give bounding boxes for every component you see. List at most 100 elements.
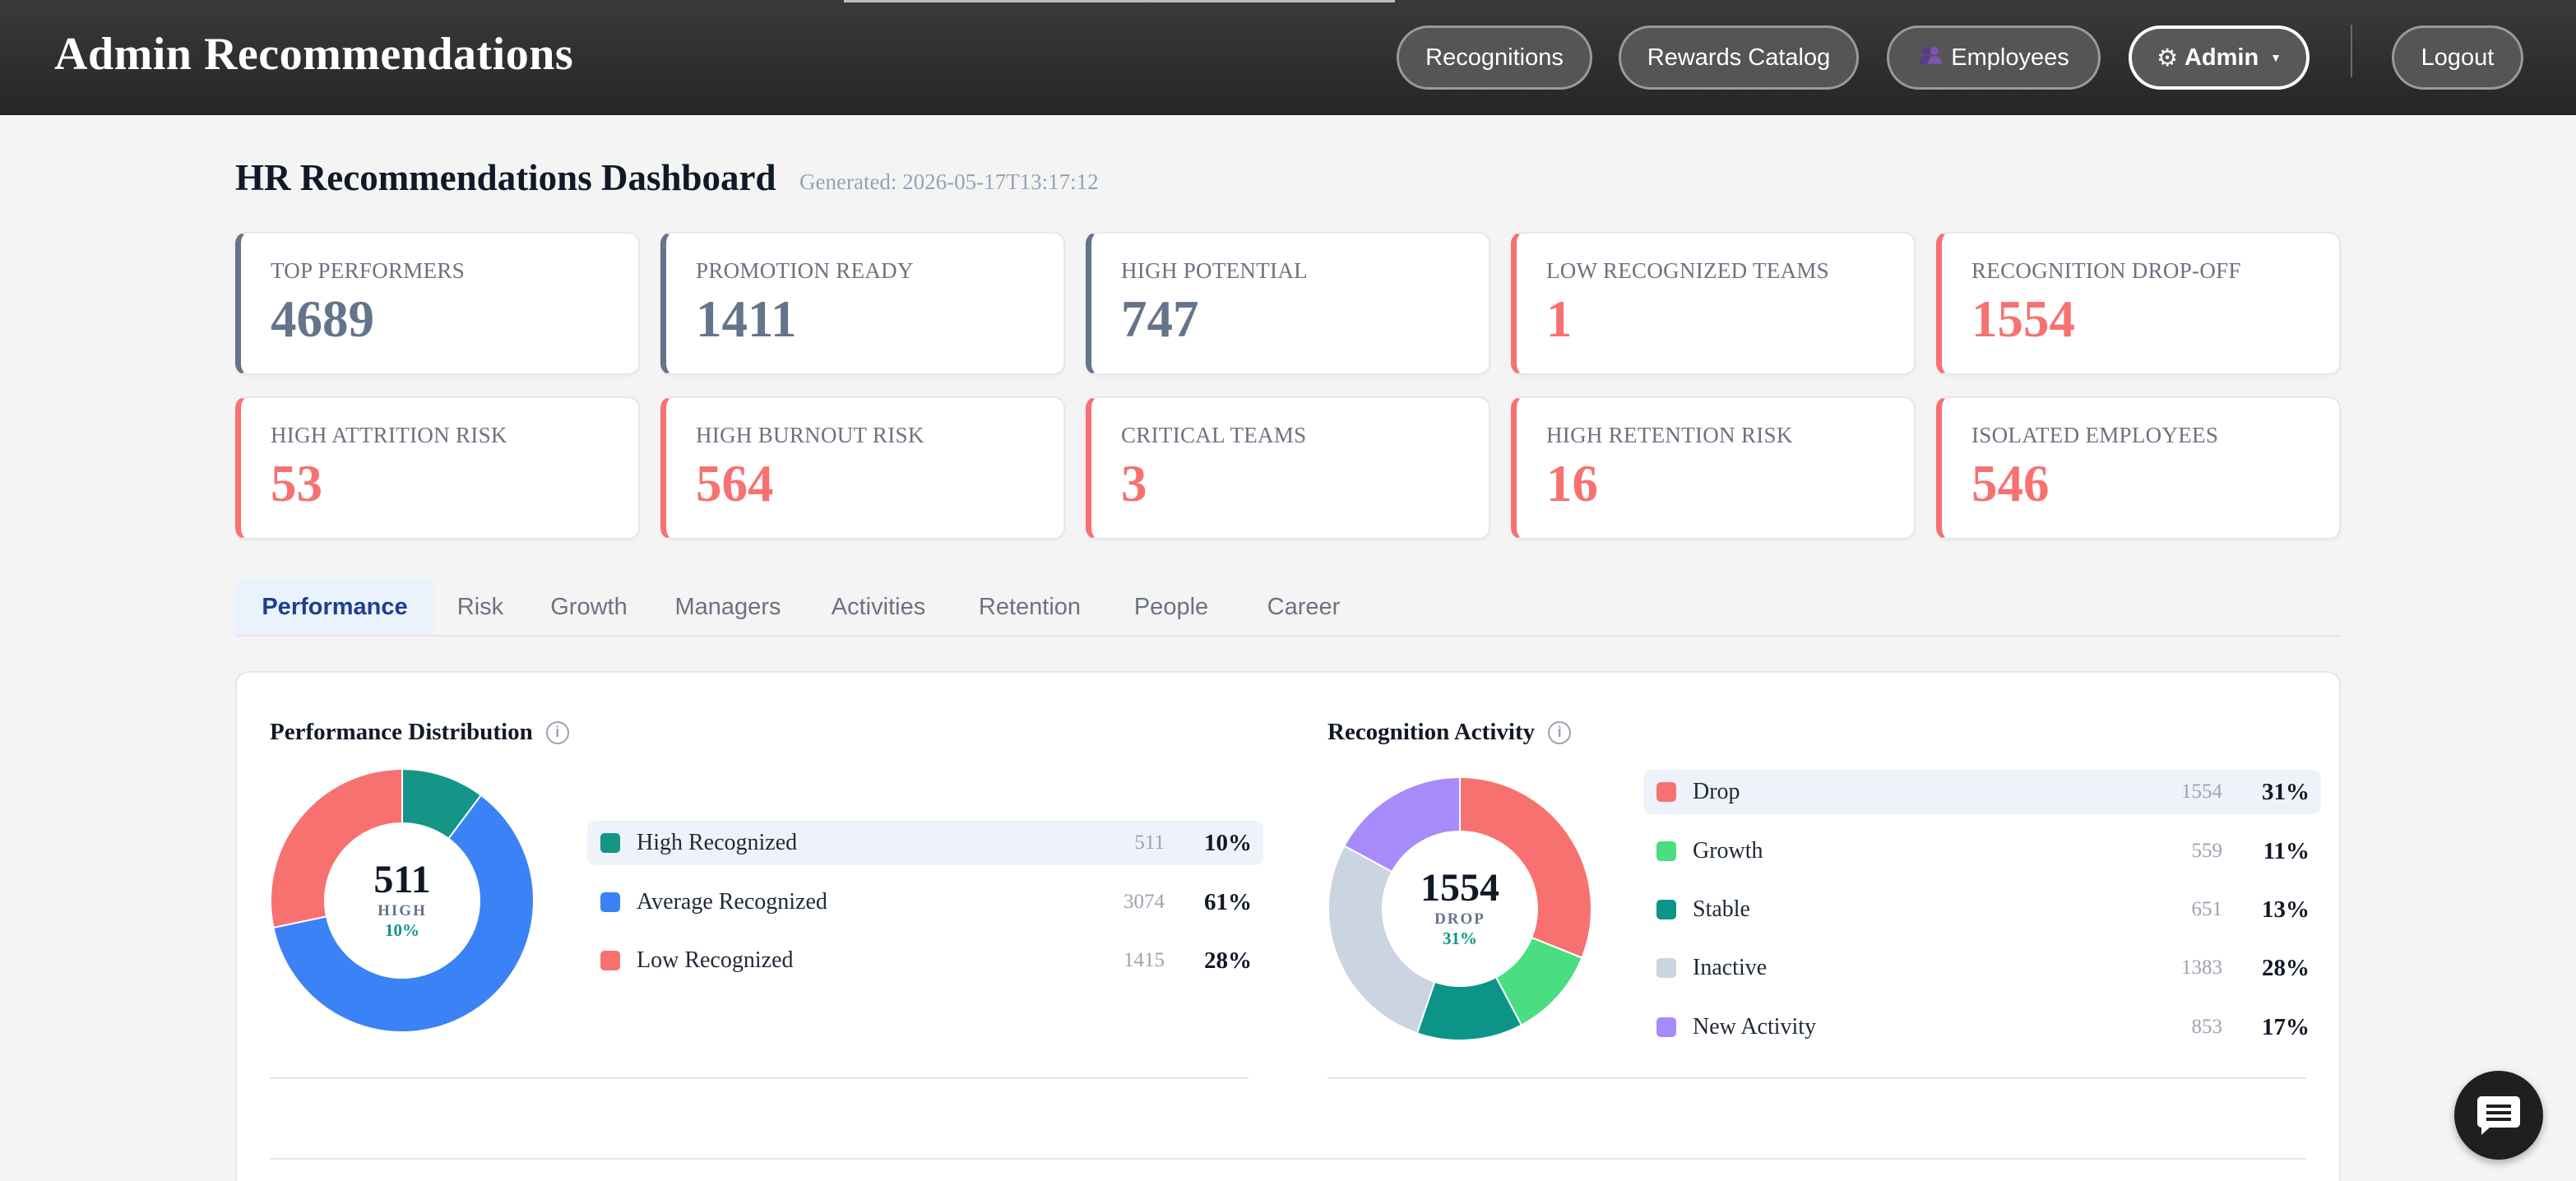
legend-row-inactive[interactable]: Inactive 1383 28%	[1643, 946, 2321, 990]
tab-activities[interactable]: Activities	[831, 593, 926, 620]
stat-label: CRITICAL TEAMS	[1121, 423, 1307, 447]
legend-count: 1415	[1124, 949, 1165, 971]
rewards-catalog-label: Rewards Catalog	[1647, 44, 1831, 71]
logout-button[interactable]: Logout	[2392, 25, 2523, 90]
legend-percent: 17%	[2262, 1013, 2310, 1040]
performance-panel: Performance Distribution i 511 HIGH 10% …	[235, 671, 2341, 1181]
legend-row-growth[interactable]: Growth 559 11%	[1643, 829, 2321, 873]
top-navbar: Admin Recommendations Recognitions Rewar…	[0, 0, 2576, 115]
legend-name: Average Recognized	[637, 889, 827, 915]
app-title: Admin Recommendations	[54, 29, 574, 80]
recognitions-label: Recognitions	[1425, 44, 1564, 71]
section-divider	[270, 1077, 1249, 1079]
legend-percent: 13%	[2262, 896, 2310, 923]
tab-risk[interactable]: Risk	[456, 593, 504, 620]
stat-card-isolated-employees[interactable]: ISOLATED EMPLOYEES 546	[1936, 396, 2341, 540]
stat-label: ISOLATED EMPLOYEES	[1971, 423, 2219, 447]
performance-slice-average-recognized[interactable]	[272, 794, 535, 1033]
stat-card-high-burnout-risk[interactable]: HIGH BURNOUT RISK 564	[660, 396, 1065, 540]
legend-name: New Activity	[1693, 1014, 1817, 1040]
legend-swatch	[600, 951, 620, 970]
stat-card-recognition-drop-off[interactable]: RECOGNITION DROP-OFF 1554	[1936, 232, 2341, 375]
stat-value: 4689	[271, 290, 374, 348]
legend-name: Low Recognized	[637, 947, 794, 973]
performance-slice-low-recognized[interactable]	[270, 768, 403, 929]
employees-button[interactable]: Employees	[1887, 25, 2101, 90]
legend-count: 1554	[2181, 780, 2222, 803]
legend-name: Drop	[1693, 779, 1740, 804]
legend-swatch	[600, 833, 620, 853]
rewards-catalog-button[interactable]: Rewards Catalog	[1619, 25, 1859, 90]
center-percent: 10%	[385, 919, 419, 940]
center-percent: 31%	[1443, 928, 1477, 948]
legend-swatch	[1656, 841, 1676, 861]
logout-label: Logout	[2421, 44, 2495, 71]
stat-card-promotion-ready[interactable]: PROMOTION READY 1411	[660, 232, 1065, 375]
legend-swatch	[1656, 958, 1676, 978]
tab-career[interactable]: Career	[1267, 593, 1341, 620]
legend-row-high-recognized[interactable]: High Recognized 511 10%	[587, 821, 1263, 865]
stat-card-high-retention-risk[interactable]: HIGH RETENTION RISK 16	[1511, 396, 1916, 540]
stat-card-high-potential[interactable]: HIGH POTENTIAL 747	[1086, 232, 1490, 375]
employees-label: Employees	[1951, 44, 2069, 71]
performance-donut-chart	[270, 768, 535, 1033]
generated-timestamp: Generated: 2026-05-17T13:17:12	[799, 169, 1099, 194]
recognition-donut-center: 1554 DROP 31%	[1374, 866, 1546, 949]
tab-managers[interactable]: Managers	[674, 593, 781, 620]
stat-value: 53	[271, 455, 322, 512]
section-divider	[270, 1158, 2306, 1160]
legend-count: 1383	[2181, 956, 2222, 979]
performance-distribution-label: Performance Distribution	[270, 719, 533, 745]
recognition-slice-inactive[interactable]	[1327, 845, 1436, 1035]
chat-button[interactable]	[2454, 1071, 2543, 1160]
center-value: 1554	[1420, 866, 1499, 910]
legend-percent: 61%	[1204, 888, 1252, 915]
legend-swatch	[1656, 1017, 1676, 1037]
stat-label: HIGH ATTRITION RISK	[271, 423, 507, 447]
stat-label: HIGH POTENTIAL	[1121, 258, 1308, 283]
legend-row-new-activity[interactable]: New Activity 853 17%	[1643, 1005, 2321, 1049]
recognition-slice-new-activity[interactable]	[1343, 776, 1461, 873]
caret-down-icon: ▼	[2270, 51, 2282, 64]
info-icon[interactable]: i	[545, 720, 569, 744]
legend-name: Stable	[1693, 896, 1750, 922]
legend-swatch	[1656, 782, 1676, 802]
people-icon	[1918, 45, 1943, 71]
recognition-activity-title: Recognition Activity i	[1327, 719, 1572, 746]
stat-value: 747	[1121, 290, 1199, 348]
performance-donut-center: 511 HIGH 10%	[316, 858, 489, 941]
center-label: DROP	[1434, 910, 1485, 928]
stat-card-low-recognized-teams[interactable]: LOW RECOGNIZED TEAMS 1	[1511, 232, 1916, 375]
stat-label: HIGH BURNOUT RISK	[696, 423, 924, 447]
legend-name: Inactive	[1693, 955, 1768, 980]
stat-value: 564	[696, 455, 774, 512]
recognitions-button[interactable]: Recognitions	[1397, 25, 1592, 90]
admin-dropdown-button[interactable]: ⚙ Admin ▼	[2129, 25, 2310, 90]
legend-percent: 11%	[2263, 837, 2310, 864]
chat-icon	[2477, 1096, 2520, 1135]
legend-row-low-recognized[interactable]: Low Recognized 1415 28%	[587, 938, 1263, 983]
page-title: HR Recommendations Dashboard	[235, 157, 776, 198]
legend-row-stable[interactable]: Stable 651 13%	[1643, 887, 2321, 932]
recognition-slice-drop[interactable]	[1459, 776, 1592, 959]
legend-row-average-recognized[interactable]: Average Recognized 3074 61%	[587, 880, 1263, 924]
stat-card-top-performers[interactable]: TOP PERFORMERS 4689	[235, 232, 640, 375]
tab-retention[interactable]: Retention	[978, 593, 1082, 620]
tab-growth[interactable]: Growth	[550, 593, 628, 620]
stat-card-high-attrition-risk[interactable]: HIGH ATTRITION RISK 53	[235, 396, 640, 540]
legend-count: 559	[2191, 840, 2223, 862]
center-label: HIGH	[378, 901, 427, 919]
stat-value: 546	[1971, 455, 2050, 512]
legend-row-drop[interactable]: Drop 1554 31%	[1643, 770, 2321, 814]
legend-name: High Recognized	[637, 830, 798, 855]
stat-card-critical-teams[interactable]: CRITICAL TEAMS 3	[1086, 396, 1490, 540]
stat-label: RECOGNITION DROP-OFF	[1971, 258, 2241, 283]
tab-bar: Performance Risk Growth Managers Activit…	[235, 579, 2341, 637]
nav-separator	[2351, 25, 2352, 77]
stat-value: 16	[1546, 455, 1598, 512]
tab-performance[interactable]: Performance	[235, 579, 434, 635]
stat-value: 1411	[696, 290, 797, 348]
legend-percent: 28%	[1204, 947, 1252, 974]
info-icon[interactable]: i	[1548, 720, 1572, 744]
tab-people[interactable]: People	[1133, 593, 1209, 620]
